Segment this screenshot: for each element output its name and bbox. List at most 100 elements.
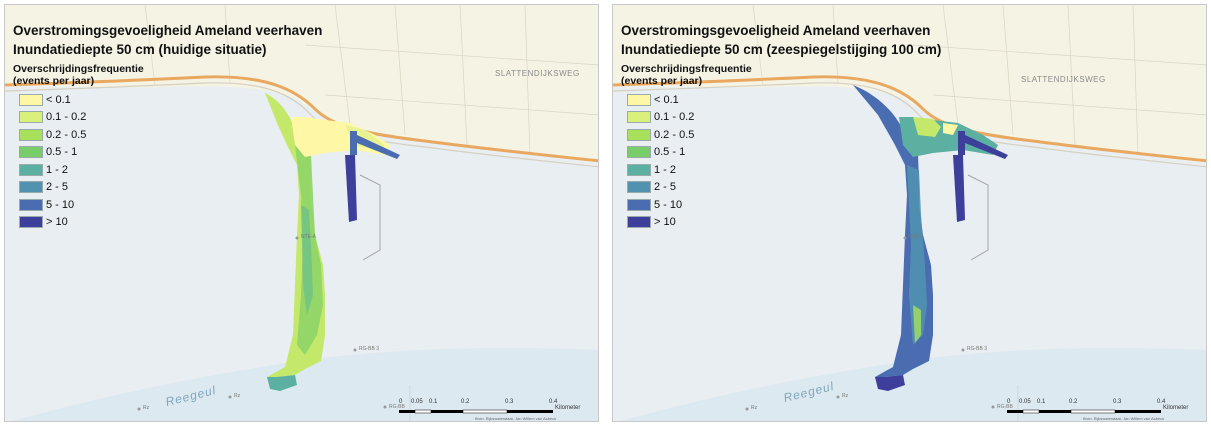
legend-swatch [627,216,651,229]
marker-dot [228,395,232,399]
dike-edge [613,82,1206,168]
legend-label: 0.1 - 0.2 [654,111,695,124]
legend-label: 0.2 - 0.5 [654,128,695,141]
scale-tick: 0.1 [1037,399,1046,405]
legend-label: 0.1 - 0.2 [46,111,87,124]
legend-title-line2: (events per jaar) [13,75,95,87]
map-subtitle: Inundatiediepte 50 cm (zeespiegelstijgin… [621,42,942,57]
legend-title: Overschrijdingsfrequentie (events per ja… [13,63,213,87]
marker-dot [961,348,965,352]
legend-swatch [19,128,43,141]
legend-title-line2: (events per jaar) [621,75,703,87]
road-label: SLATTENDIJKSWEG [1021,75,1106,84]
legend-item: 0.5 - 1 [627,144,694,162]
legend-item: 0.5 - 1 [19,144,86,162]
legend-item: 2 - 5 [19,179,86,197]
legend-label: > 10 [654,216,676,229]
legend-item: 1 - 2 [627,161,694,179]
ferry-pier [953,155,965,222]
legend-item: 2 - 5 [627,179,694,197]
jetty-outline [967,174,989,261]
scale-tick: 0.05 [1019,399,1031,405]
marker-dot [295,236,299,240]
marker-label: RG-BB [997,404,1013,410]
legend-swatch [627,111,651,124]
legend-swatch [19,216,43,229]
scale-unit: Kilometer [555,405,581,411]
legend-swatch [19,93,43,106]
scale-bar: 0 0.05 0.1 0.2 0.3 0.4 Kilometer [397,399,597,421]
marker-dot [836,395,840,399]
legend-label: 5 - 10 [46,198,75,211]
legend-swatch [19,163,43,176]
legend-title-line1: Overschrijdingsfrequentie [621,63,752,75]
legend-label: 2 - 5 [654,181,677,194]
legend-title-line1: Overschrijdingsfrequentie [13,63,144,75]
legend-title: Overschrijdingsfrequentie (events per ja… [621,63,821,87]
marker-dot [745,407,749,411]
road-label: SLATTENDIJKSWEG [495,69,580,78]
marker-label: Rz [751,405,758,411]
map-title: Overstromingsgevoeligheid Ameland veerha… [13,23,323,38]
legend-label: 0.2 - 0.5 [46,128,87,141]
legend-item: 5 - 10 [627,196,694,214]
legend-swatch [19,111,43,124]
dike-road [5,75,598,163]
marker-label: NTE-A [301,234,316,240]
scale-bar: 0 0.05 0.1 0.2 0.3 0.4 Kilometer [1005,399,1205,421]
marker-label: NTE-A [909,234,924,240]
legend-swatch [19,181,43,194]
scale-tick: 0.4 [1157,399,1166,405]
legend-swatch [627,146,651,159]
marker-dot [137,407,141,411]
legend: < 0.1 0.1 - 0.2 0.2 - 0.5 0.5 - 1 1 - 2 2 - 5… [627,91,694,231]
dike-road [613,75,1206,163]
map-title: Overstromingsgevoeligheid Ameland veerha… [621,23,931,38]
marker-label: Rz [143,405,150,411]
legend-label: 0.5 - 1 [46,146,78,159]
scale-tick: 0.3 [1113,399,1122,405]
marker-label: Rz [234,393,241,399]
legend-swatch [627,93,651,106]
legend-label: 2 - 5 [46,181,69,194]
map-panel-current: Overstromingsgevoeligheid Ameland veerha… [4,4,599,422]
legend-swatch [627,163,651,176]
scale-tick: 0.3 [505,399,514,405]
legend-item: > 10 [19,214,86,232]
scale-tick: 0 [399,399,403,405]
marker-label: RG-BB 3 [967,346,988,352]
scale-tick: 0.05 [411,399,423,405]
land-area [5,5,598,163]
marker-dot [903,236,907,240]
marker-label: RG-BB 3 [359,346,380,352]
legend-label: > 10 [46,216,68,229]
map-subtitle: Inundatiediepte 50 cm (huidige situatie) [13,42,267,57]
map-canvas [5,5,598,421]
scale-tick: 0.4 [549,399,558,405]
scale-tick: 0 [1007,399,1011,405]
map-credit: Bron: Rijkswaterstaat, Jan Willem van As… [475,416,557,421]
legend-label: < 0.1 [654,93,679,106]
channel-area [620,348,1206,421]
legend-swatch [627,181,651,194]
map-canvas [613,5,1206,421]
land-area [613,5,1206,163]
legend-item: < 0.1 [627,91,694,109]
legend-swatch [19,198,43,211]
marker-dot [991,405,995,409]
marker-label: Rz [842,393,849,399]
map-credit: Bron: Rijkswaterstaat, Jan Willem van As… [1083,416,1165,421]
legend-swatch [627,128,651,141]
legend-label: 1 - 2 [654,163,677,176]
field-grid [752,5,1206,156]
legend-item: 0.2 - 0.5 [19,126,86,144]
legend-item: 0.1 - 0.2 [627,109,694,127]
legend-label: 1 - 2 [46,163,69,176]
legend-item: 0.2 - 0.5 [627,126,694,144]
legend-item: 1 - 2 [19,161,86,179]
legend-label: < 0.1 [46,93,71,106]
legend-item: 5 - 10 [19,196,86,214]
dike-edge [5,82,598,168]
legend: < 0.1 0.1 - 0.2 0.2 - 0.5 0.5 - 1 1 - 2 2 - 5… [19,91,86,231]
channel-area [12,348,598,421]
